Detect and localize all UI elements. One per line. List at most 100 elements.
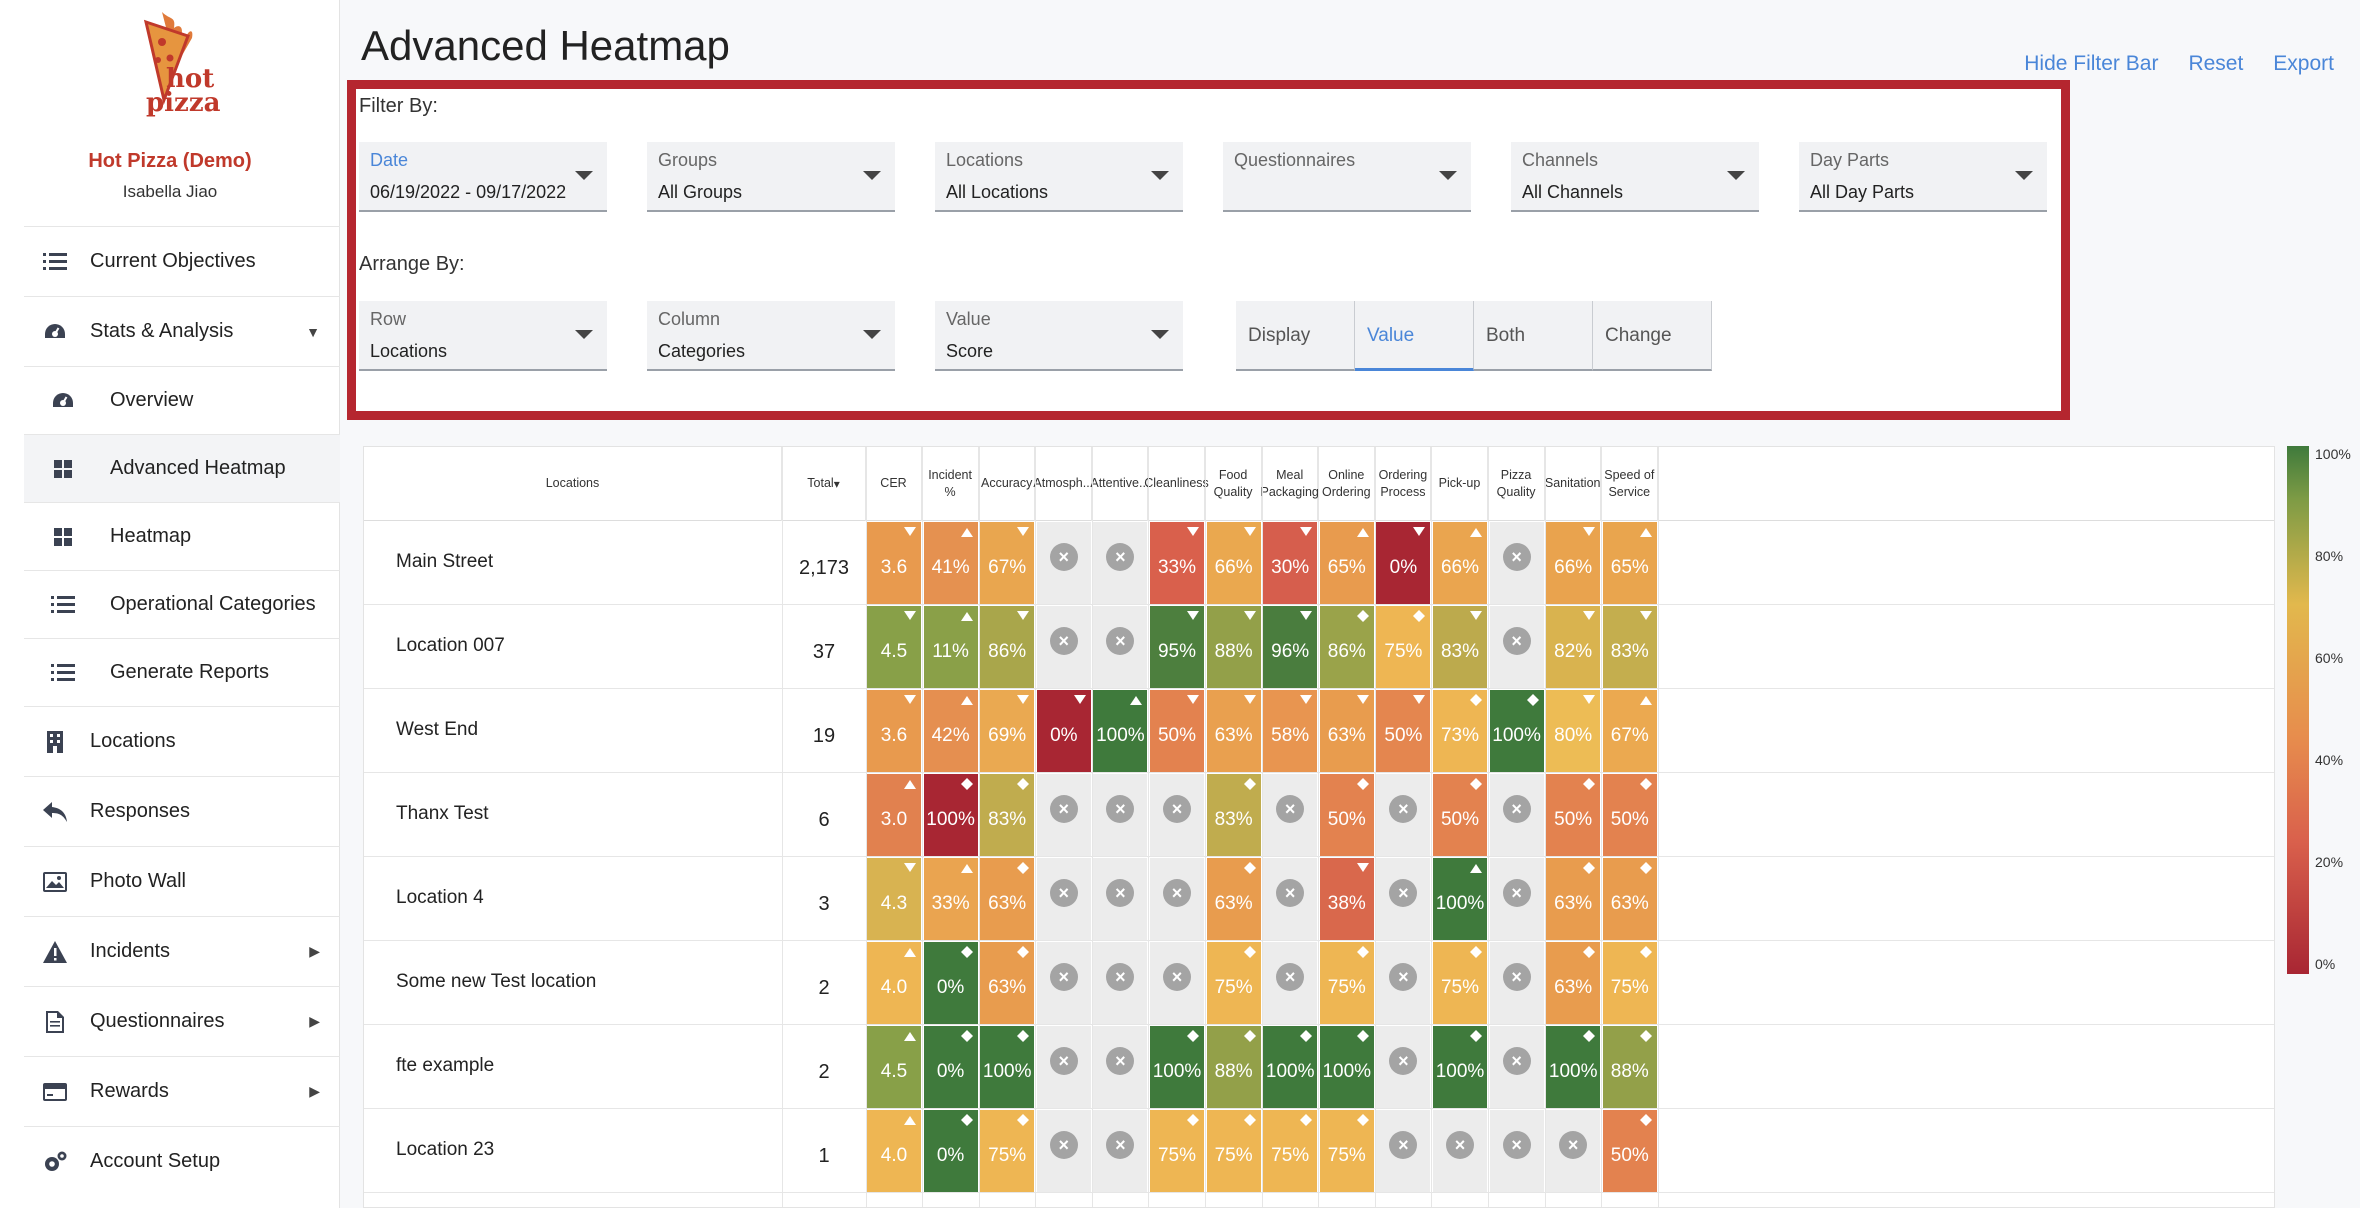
heatmap-cell[interactable]: 0%: [923, 1110, 978, 1192]
heatmap-cell[interactable]: ×: [1150, 858, 1204, 940]
heatmap-cell[interactable]: ×: [1093, 774, 1148, 856]
column-header-locations[interactable]: Locations: [364, 447, 782, 521]
heatmap-cell[interactable]: ×: [1093, 858, 1148, 940]
heatmap-cell[interactable]: ×: [1376, 1026, 1431, 1108]
heatmap-cell[interactable]: ×: [1036, 1110, 1091, 1192]
sidebar-item-current-objectives[interactable]: Current Objectives: [24, 226, 340, 296]
heatmap-cell[interactable]: ×: [1263, 774, 1318, 856]
sidebar-item-rewards[interactable]: Rewards ▶: [24, 1056, 340, 1126]
heatmap-cell[interactable]: 75%: [1376, 606, 1431, 688]
column-header[interactable]: Atmosph...: [1033, 447, 1093, 521]
column-select[interactable]: Column Categories: [647, 301, 895, 371]
sidebar-item-generate-reports[interactable]: Generate Reports: [24, 638, 340, 706]
heatmap-cell[interactable]: 88%: [1206, 1026, 1261, 1108]
sort-down-icon[interactable]: ▾: [833, 476, 840, 491]
table-row[interactable]: Main Street 2,173 3.6 41% 67% × × 33% 66% 30% 65% 0…: [364, 521, 2274, 605]
sidebar-item-account-setup[interactable]: Account Setup: [24, 1126, 340, 1196]
hide-filter-bar-link[interactable]: Hide Filter Bar: [2024, 52, 2159, 75]
column-header[interactable]: Ordering Process: [1375, 447, 1432, 521]
heatmap-cell[interactable]: 69%: [980, 690, 1035, 772]
value-select[interactable]: Value Score: [935, 301, 1183, 371]
display-value-button[interactable]: Value: [1355, 301, 1474, 371]
heatmap-cell[interactable]: 4.5: [867, 606, 921, 688]
heatmap-cell[interactable]: 82%: [1546, 606, 1601, 688]
heatmap-cell[interactable]: 50%: [1602, 774, 1657, 856]
heatmap-cell[interactable]: 95%: [1150, 606, 1204, 688]
column-header[interactable]: CER: [866, 447, 922, 521]
display-both-button[interactable]: Both: [1474, 301, 1593, 371]
heatmap-cell[interactable]: 86%: [980, 606, 1035, 688]
heatmap-cell[interactable]: 63%: [1546, 858, 1601, 940]
heatmap-cell[interactable]: ×: [1036, 858, 1091, 940]
heatmap-cell[interactable]: 83%: [980, 774, 1035, 856]
heatmap-cell[interactable]: ×: [1036, 774, 1091, 856]
sidebar-item-responses[interactable]: Responses: [24, 776, 340, 846]
heatmap-cell[interactable]: 63%: [1319, 690, 1374, 772]
heatmap-cell[interactable]: 96%: [1263, 606, 1318, 688]
column-header[interactable]: Speed of Service: [1602, 447, 1658, 521]
heatmap-cell[interactable]: ×: [1093, 942, 1148, 1024]
heatmap-cell[interactable]: ×: [1546, 1110, 1601, 1192]
table-row[interactable]: West End 19 3.6 42% 69% 0% 100% 50% 63% 58% 63% 50%…: [364, 689, 2274, 773]
date-select[interactable]: Date 06/19/2022 - 09/17/2022: [359, 142, 607, 212]
column-header[interactable]: Sanitation: [1545, 447, 1602, 521]
column-header[interactable]: Incident %: [923, 447, 979, 521]
table-row[interactable]: Location 007 37 4.5 11% 86% × × 95% 88% 96% 86% 75%…: [364, 605, 2274, 689]
heatmap-cell[interactable]: 4.5: [867, 1026, 921, 1108]
heatmap-cell[interactable]: 3.6: [867, 690, 921, 772]
heatmap-cell[interactable]: 75%: [1319, 1110, 1374, 1192]
heatmap-cell[interactable]: ×: [1376, 774, 1431, 856]
heatmap-cell[interactable]: 75%: [1602, 942, 1657, 1024]
heatmap-cell[interactable]: ×: [1489, 942, 1544, 1024]
heatmap-cell[interactable]: 73%: [1433, 690, 1487, 772]
table-row[interactable]: Location 4 3 4.3 33% 63% × × × 63% × 38% × 100% × 63% 6…: [364, 857, 2274, 941]
row-location-name[interactable]: West End: [396, 719, 479, 740]
heatmap-cell[interactable]: 50%: [1319, 774, 1374, 856]
export-link[interactable]: Export: [2273, 52, 2334, 75]
table-row[interactable]: fte example 2 4.5 0% 100% × × 100% 88% 100% 100% × 1…: [364, 1025, 2274, 1109]
heatmap-cell[interactable]: ×: [1036, 942, 1091, 1024]
heatmap-cell[interactable]: ×: [1489, 1026, 1544, 1108]
heatmap-cell[interactable]: 86%: [1319, 606, 1374, 688]
hot-pizza-logo[interactable]: hot pizza: [140, 8, 220, 118]
heatmap-cell[interactable]: ×: [1150, 774, 1204, 856]
heatmap-cell[interactable]: 33%: [923, 858, 978, 940]
heatmap-cell[interactable]: 100%: [1489, 690, 1544, 772]
heatmap-cell[interactable]: 63%: [1602, 858, 1657, 940]
heatmap-cell[interactable]: 66%: [1433, 522, 1487, 604]
heatmap-cell[interactable]: 63%: [1206, 690, 1261, 772]
heatmap-cell[interactable]: 67%: [980, 522, 1035, 604]
heatmap-cell[interactable]: ×: [1036, 522, 1091, 604]
column-header[interactable]: Meal Packaging: [1261, 447, 1319, 521]
heatmap-cell[interactable]: 75%: [1206, 942, 1261, 1024]
heatmap-cell[interactable]: 83%: [1433, 606, 1487, 688]
heatmap-cell[interactable]: ×: [1489, 858, 1544, 940]
heatmap-cell[interactable]: 100%: [1319, 1026, 1374, 1108]
heatmap-cell[interactable]: 4.0: [867, 942, 921, 1024]
heatmap-cell[interactable]: 75%: [980, 1110, 1035, 1192]
sidebar-item-overview[interactable]: Overview: [24, 366, 340, 434]
heatmap-cell[interactable]: 100%: [1150, 1026, 1204, 1108]
heatmap-cell[interactable]: 0%: [1376, 522, 1431, 604]
heatmap-cell[interactable]: ×: [1036, 606, 1091, 688]
heatmap-cell[interactable]: 67%: [1602, 690, 1657, 772]
heatmap-cell[interactable]: 75%: [1433, 942, 1487, 1024]
display-change-button[interactable]: Change: [1593, 301, 1712, 371]
day-parts-select[interactable]: Day Parts All Day Parts: [1799, 142, 2047, 212]
heatmap-cell[interactable]: ×: [1093, 1110, 1148, 1192]
row-location-name[interactable]: Main Street: [396, 551, 494, 572]
heatmap-cell[interactable]: 100%: [923, 774, 978, 856]
column-header[interactable]: Food Quality: [1206, 447, 1262, 521]
heatmap-cell[interactable]: ×: [1489, 522, 1544, 604]
heatmap-cell[interactable]: 11%: [923, 606, 978, 688]
table-row[interactable]: Thanx Test 6 3.0 100% 83% × × × 83% × 50% × 50% × 50% 5…: [364, 773, 2274, 857]
heatmap-cell[interactable]: 75%: [1206, 1110, 1261, 1192]
column-header[interactable]: Cleanliness: [1144, 447, 1209, 521]
sidebar-item-stats-analysis[interactable]: Stats & Analysis ▼: [24, 296, 340, 366]
heatmap-cell[interactable]: 100%: [980, 1026, 1035, 1108]
heatmap-cell[interactable]: 75%: [1319, 942, 1374, 1024]
heatmap-cell[interactable]: ×: [1433, 1110, 1487, 1192]
heatmap-cell[interactable]: 50%: [1376, 690, 1431, 772]
heatmap-cell[interactable]: 83%: [1206, 774, 1261, 856]
groups-select[interactable]: Groups All Groups: [647, 142, 895, 212]
